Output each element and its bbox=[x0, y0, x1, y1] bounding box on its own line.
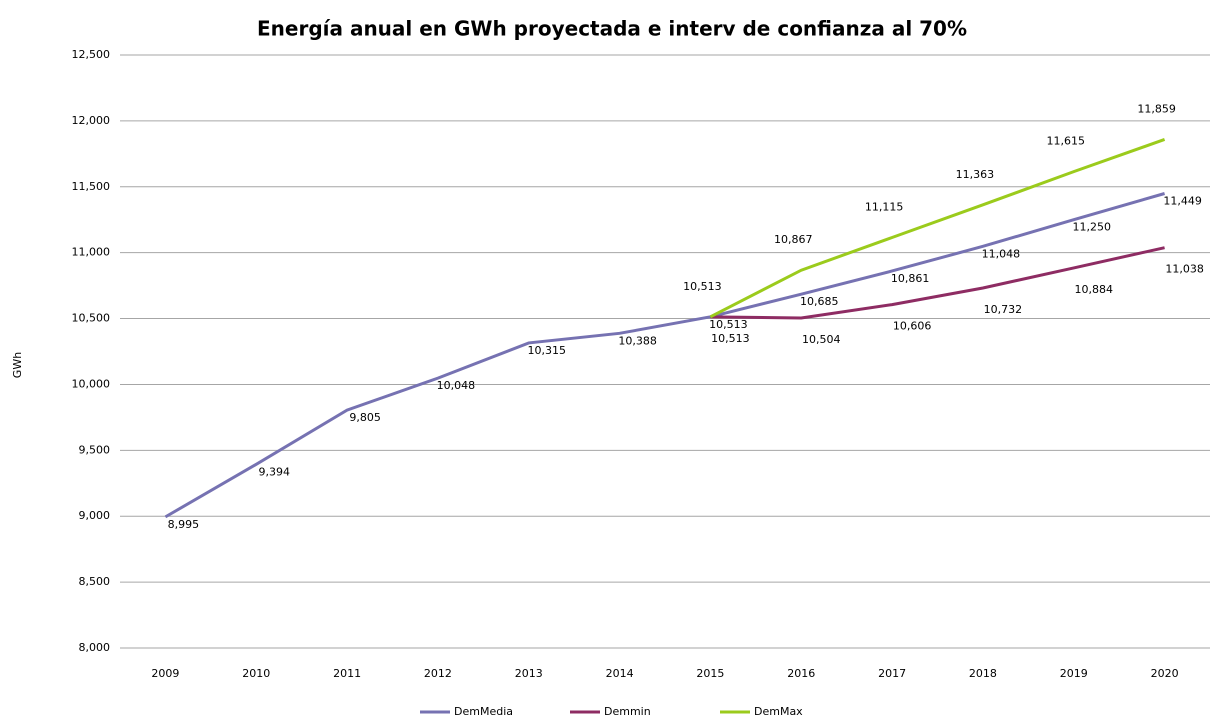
data-label: 10,388 bbox=[618, 334, 657, 347]
data-label: 10,732 bbox=[984, 303, 1023, 316]
legend-label: DemMedia bbox=[454, 705, 513, 718]
x-tick-label: 2011 bbox=[333, 667, 361, 680]
data-label: 8,995 bbox=[168, 518, 200, 531]
data-label: 10,606 bbox=[893, 320, 932, 333]
series-line bbox=[710, 246, 1165, 320]
y-tick-label: 10,500 bbox=[72, 312, 111, 325]
x-tick-label: 2020 bbox=[1151, 667, 1179, 680]
data-label: 11,449 bbox=[1163, 194, 1202, 207]
data-label: 10,513 bbox=[711, 332, 750, 345]
x-tick-label: 2019 bbox=[1060, 667, 1088, 680]
data-label: 10,513 bbox=[709, 318, 748, 331]
data-label: 10,884 bbox=[1075, 283, 1114, 296]
y-tick-label: 8,000 bbox=[79, 641, 111, 654]
data-label: 9,394 bbox=[259, 465, 291, 478]
data-label: 10,513 bbox=[683, 280, 722, 293]
y-tick-label: 9,500 bbox=[79, 443, 111, 456]
x-tick-label: 2013 bbox=[515, 667, 543, 680]
data-label: 11,048 bbox=[982, 247, 1021, 260]
x-tick-label: 2016 bbox=[787, 667, 815, 680]
data-label: 11,363 bbox=[956, 168, 995, 181]
x-tick-label: 2010 bbox=[242, 667, 270, 680]
data-label: 10,048 bbox=[437, 379, 476, 392]
x-tick-label: 2018 bbox=[969, 667, 997, 680]
data-label: 9,805 bbox=[349, 411, 381, 424]
y-tick-label: 12,000 bbox=[72, 114, 111, 127]
chart-title: Energía anual en GWh proyectada e interv… bbox=[257, 17, 967, 41]
data-label: 10,504 bbox=[802, 333, 841, 346]
x-tick-label: 2015 bbox=[696, 667, 724, 680]
data-label: 11,615 bbox=[1047, 135, 1086, 148]
series-line bbox=[709, 138, 1166, 319]
y-axis-label: GWh bbox=[11, 352, 24, 378]
x-tick-label: 2009 bbox=[151, 667, 179, 680]
data-label: 10,861 bbox=[891, 272, 930, 285]
data-label: 11,115 bbox=[865, 201, 904, 214]
x-tick-label: 2017 bbox=[878, 667, 906, 680]
y-tick-label: 11,000 bbox=[72, 246, 111, 259]
y-tick-label: 10,000 bbox=[72, 377, 111, 390]
data-label: 11,859 bbox=[1137, 102, 1176, 115]
legend-label: DemMax bbox=[754, 705, 803, 718]
y-tick-label: 11,500 bbox=[72, 180, 111, 193]
x-tick-label: 2014 bbox=[606, 667, 634, 680]
data-label: 11,038 bbox=[1165, 263, 1204, 276]
y-tick-label: 9,000 bbox=[79, 509, 111, 522]
y-tick-label: 12,500 bbox=[72, 48, 111, 61]
data-label: 10,867 bbox=[774, 233, 813, 246]
legend-label: Demmin bbox=[604, 705, 651, 718]
y-tick-label: 8,500 bbox=[79, 575, 111, 588]
data-label: 11,250 bbox=[1073, 221, 1112, 234]
series-line bbox=[164, 192, 1165, 519]
data-label: 10,315 bbox=[528, 344, 567, 357]
x-tick-label: 2012 bbox=[424, 667, 452, 680]
data-label: 10,685 bbox=[800, 295, 839, 308]
